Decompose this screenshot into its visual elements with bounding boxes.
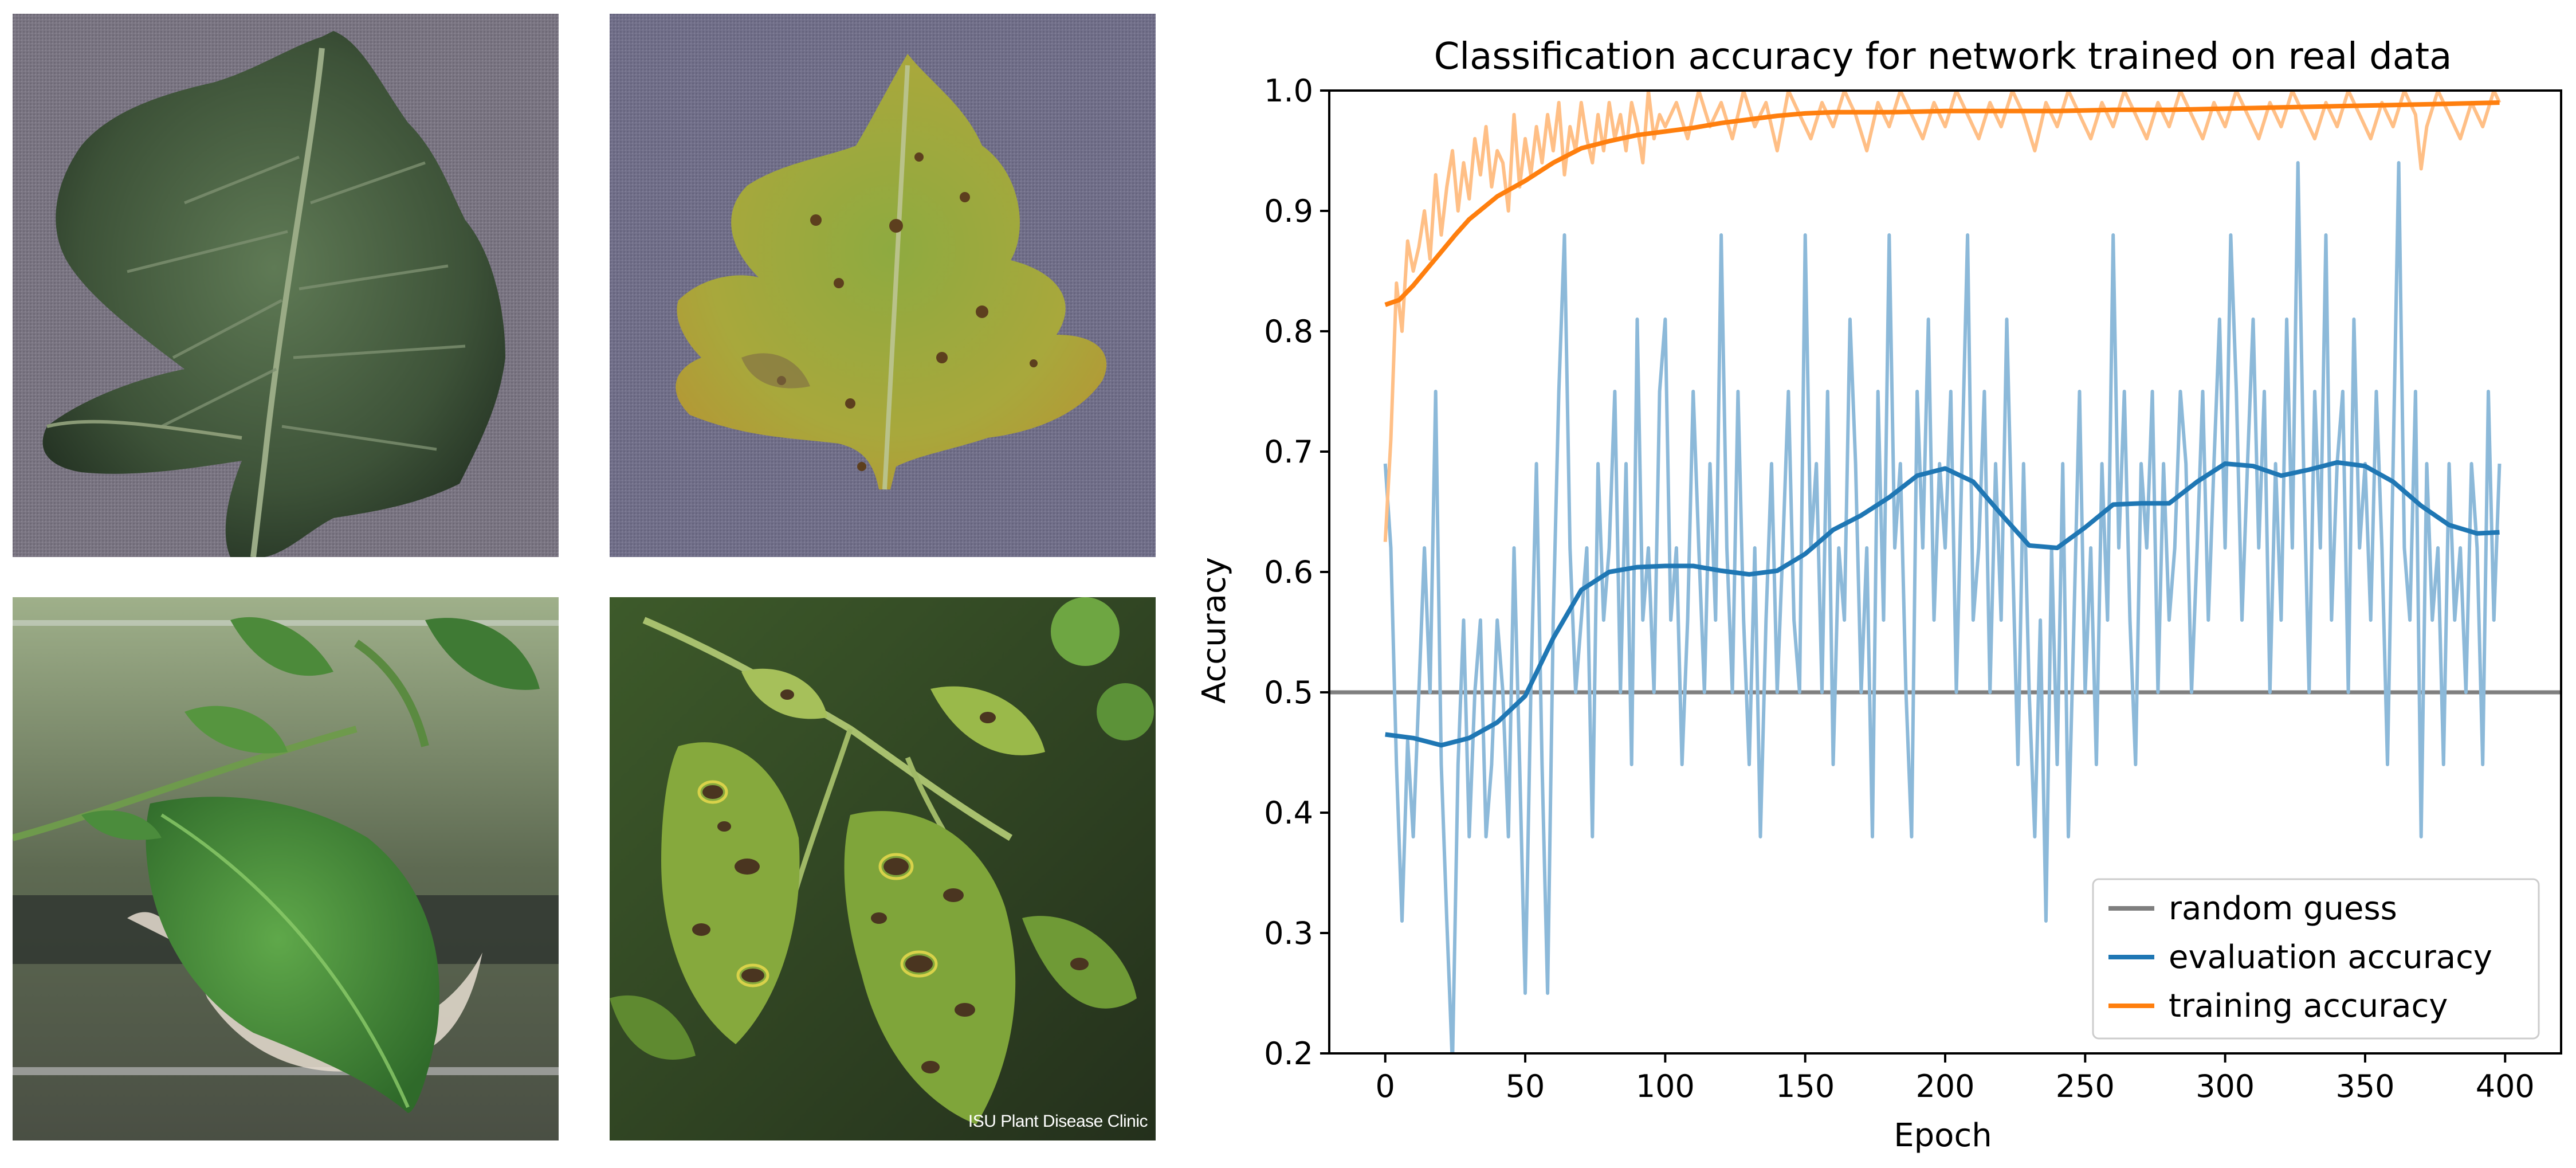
chart-legend: random guess evaluation accuracy trainin… xyxy=(2092,878,2540,1040)
healthy-leaf-image xyxy=(13,14,559,557)
field-leaves-image xyxy=(610,597,1156,1140)
healthy-leaf-field-photo xyxy=(13,597,559,1140)
x-tick-label: 200 xyxy=(1915,1068,1974,1104)
x-tick-label: 100 xyxy=(1636,1068,1695,1104)
plot-area: 0 50 100 150 200 250 300 350 400 0.2 0.3 0.4 0.5 0.6 0… xyxy=(1264,73,2562,1104)
x-tick-label: 150 xyxy=(1776,1068,1835,1104)
x-axis-label: Epoch xyxy=(1894,1117,1992,1154)
y-tick-label: 0.5 xyxy=(1264,675,1313,711)
y-axis-label: Accuracy xyxy=(1196,557,1233,704)
x-tick-label: 250 xyxy=(2056,1068,2115,1104)
photo-credit-watermark: ISU Plant Disease Clinic xyxy=(968,1112,1148,1131)
diseased-leaf-field-photo: ISU Plant Disease Clinic xyxy=(610,597,1156,1140)
legend-label-evaluation-accuracy: evaluation accuracy xyxy=(2169,939,2492,976)
chart-title: Classification accuracy for network trai… xyxy=(1434,36,2452,78)
x-tick-label: 400 xyxy=(2476,1068,2535,1104)
legend-label-training-accuracy: training accuracy xyxy=(2169,987,2448,1025)
accuracy-chart: Classification accuracy for network trai… xyxy=(1196,36,2562,1154)
y-tick-label: 0.3 xyxy=(1264,915,1313,951)
legend-label-random-guess: random guess xyxy=(2169,890,2397,927)
x-tick-label: 50 xyxy=(1506,1068,1545,1104)
x-tick-label: 300 xyxy=(2196,1068,2255,1104)
x-tick-label: 0 xyxy=(1376,1068,1395,1104)
greenhouse-leaf-image xyxy=(13,597,559,1140)
healthy-leaf-lab-photo xyxy=(13,14,559,557)
evaluation-accuracy-smoothed-line xyxy=(1385,460,2500,748)
y-tick-label: 0.9 xyxy=(1264,193,1313,229)
evaluation-accuracy-raw-line xyxy=(1383,161,2502,1053)
y-tick-label: 0.8 xyxy=(1264,313,1313,350)
training-accuracy-smoothed-line xyxy=(1384,100,2500,307)
legend-frame xyxy=(2092,878,2540,1040)
y-tick-label: 1.0 xyxy=(1264,73,1313,109)
training-accuracy-raw-line xyxy=(1383,91,2502,542)
diseased-leaf-lab-photo xyxy=(610,14,1156,557)
y-tick-label: 0.6 xyxy=(1264,554,1313,590)
x-tick-label: 350 xyxy=(2335,1068,2394,1104)
y-tick-label: 0.7 xyxy=(1264,434,1313,470)
y-tick-label: 0.4 xyxy=(1264,795,1313,831)
y-tick-label: 0.2 xyxy=(1264,1036,1313,1072)
diseased-leaf-image xyxy=(610,14,1156,557)
